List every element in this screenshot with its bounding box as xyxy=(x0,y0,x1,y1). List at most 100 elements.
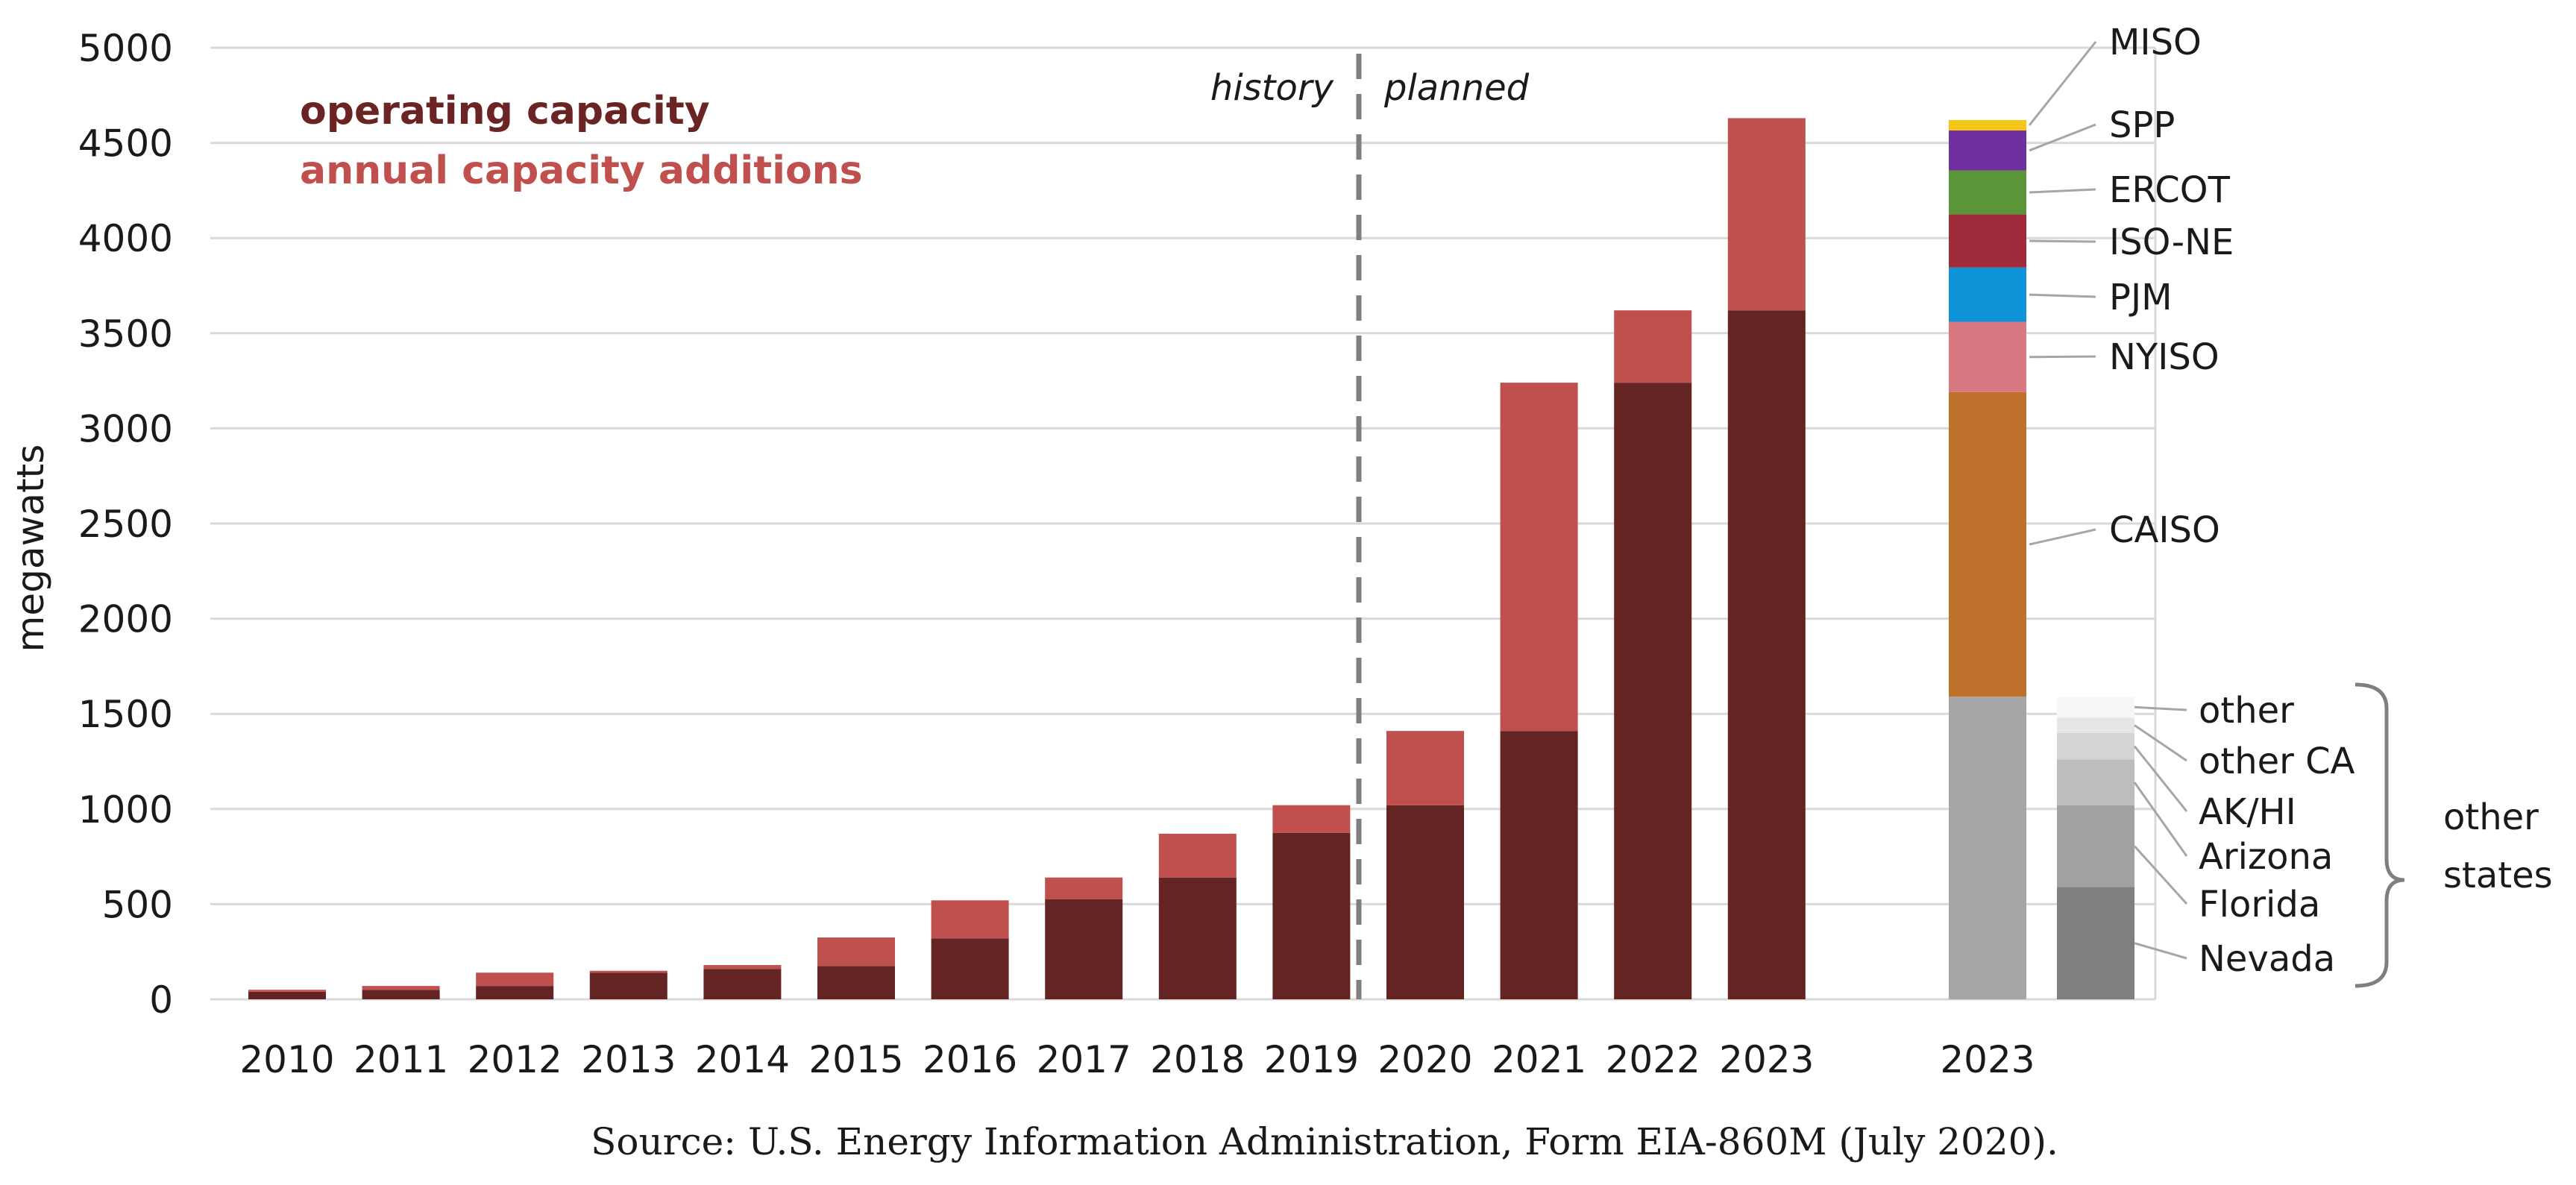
x-tick-2011: 2011 xyxy=(354,1038,448,1081)
legend-annual-capacity-additions: annual capacity additions xyxy=(300,148,863,193)
y-axis-ticks: 0 500 1000 1500 2000 2500 3000 3500 4000 4500 5000 xyxy=(78,27,173,1022)
other-states-segment-other-ca xyxy=(2057,717,2134,733)
other-states-segment-florida xyxy=(2057,805,2134,887)
bar-operating-2019 xyxy=(1272,832,1351,999)
y-tick-2500: 2500 xyxy=(78,503,173,546)
bar-operating-2021 xyxy=(1500,731,1578,999)
other-states-label-nevada: Nevada xyxy=(2199,938,2335,980)
breakdown-bar xyxy=(1949,119,2026,999)
y-tick-1500: 1500 xyxy=(78,693,173,736)
bars xyxy=(248,118,1806,999)
bar-operating-2017 xyxy=(1045,899,1123,999)
other-states-label-arizona: Arizona xyxy=(2199,836,2333,878)
other-states-group-label-line2: states xyxy=(2443,855,2553,896)
bar-operating-2013 xyxy=(589,972,667,999)
breakdown-segment-nyiso xyxy=(1949,321,2026,392)
y-tick-4000: 4000 xyxy=(78,217,173,260)
breakdown-segment-pjm xyxy=(1949,267,2026,322)
x-tick-2010: 2010 xyxy=(239,1038,334,1081)
leader-other-arizona xyxy=(2133,782,2188,857)
other-states-segment-ak-hi xyxy=(2057,732,2134,760)
source-note: Source: U.S. Energy Information Administ… xyxy=(591,1120,2058,1163)
bar-additions-2021 xyxy=(1500,383,1578,732)
x-axis-ticks: 2010 2011 2012 2013 2014 2015 2016 2017 2018 2019… xyxy=(239,1038,1814,1081)
bar-operating-2010 xyxy=(248,991,326,999)
other-states-segment-arizona xyxy=(2057,759,2134,805)
x-tick-2021: 2021 xyxy=(1492,1038,1586,1081)
history-label: history xyxy=(1210,67,1334,109)
x-tick-2014: 2014 xyxy=(695,1038,790,1081)
bar-operating-2016 xyxy=(931,938,1009,999)
bar-operating-2022 xyxy=(1614,383,1692,999)
other-states-segment-other xyxy=(2057,697,2134,718)
breakdown-label-iso-ne: ISO-NE xyxy=(2109,221,2234,263)
bar-operating-2015 xyxy=(817,966,895,999)
breakdown-labels: 2023 CAISO NYISO PJM ISO-NE ERCOT SPP MISO xyxy=(1940,22,2234,1081)
bar-additions-2018 xyxy=(1158,833,1237,878)
breakdown-label-miso: MISO xyxy=(2109,22,2202,63)
x-tick-2022: 2022 xyxy=(1606,1038,1700,1081)
bar-operating-2023 xyxy=(1727,310,1806,999)
bar-additions-2014 xyxy=(703,965,782,969)
breakdown-segment-other-states xyxy=(1949,697,2026,999)
x-tick-2023: 2023 xyxy=(1719,1038,1814,1081)
other-states-segment-nevada xyxy=(2057,887,2134,999)
leader-nyiso xyxy=(2029,355,2096,359)
leader-spp xyxy=(2029,123,2096,152)
bar-additions-2011 xyxy=(362,986,440,990)
x-tick-breakdown-2023: 2023 xyxy=(1940,1038,2035,1081)
y-axis-label: megawatts xyxy=(9,444,52,653)
x-tick-2018: 2018 xyxy=(1150,1038,1245,1081)
bar-additions-2023 xyxy=(1727,118,1806,311)
leader-other-ak-hi xyxy=(2133,745,2188,812)
bar-operating-2011 xyxy=(362,990,440,999)
bar-additions-2022 xyxy=(1614,310,1692,383)
y-tick-3000: 3000 xyxy=(78,407,173,450)
x-tick-2020: 2020 xyxy=(1377,1038,1472,1081)
y-tick-500: 500 xyxy=(102,883,173,926)
gridlines xyxy=(210,46,2157,1001)
other-states-label-other-ca: other CA xyxy=(2199,741,2355,782)
y-tick-4500: 4500 xyxy=(78,122,173,166)
other-states-bar xyxy=(2057,697,2134,999)
bar-additions-2012 xyxy=(476,972,554,987)
breakdown-label-caiso: CAISO xyxy=(2109,509,2220,551)
x-tick-2013: 2013 xyxy=(581,1038,676,1081)
bar-operating-2014 xyxy=(703,969,782,999)
x-tick-2019: 2019 xyxy=(1264,1038,1359,1081)
bar-additions-2015 xyxy=(817,937,895,966)
x-tick-2012: 2012 xyxy=(468,1038,562,1081)
other-states-brace xyxy=(2354,682,2405,988)
bar-additions-2019 xyxy=(1272,805,1351,833)
leader-miso xyxy=(2028,41,2097,126)
breakdown-segment-spp xyxy=(1949,131,2026,171)
leader-ercot xyxy=(2029,188,2096,194)
bar-additions-2010 xyxy=(248,990,326,992)
breakdown-segment-ercot xyxy=(1949,170,2026,215)
bar-operating-2018 xyxy=(1158,877,1237,999)
y-tick-2000: 2000 xyxy=(78,598,173,641)
leader-pjm xyxy=(2029,293,2096,298)
other-states-group-label-line1: other xyxy=(2443,796,2539,838)
leader-other-other xyxy=(2134,705,2187,711)
leader-iso-ne xyxy=(2029,239,2096,243)
breakdown-label-pjm: PJM xyxy=(2109,277,2173,318)
breakdown-segment-iso-ne xyxy=(1949,214,2026,268)
other-states-label-other: other xyxy=(2199,690,2294,732)
other-states-label-ak-hi: AK/HI xyxy=(2199,791,2296,833)
breakdown-segment-caiso xyxy=(1949,392,2026,697)
planned-label: planned xyxy=(1383,67,1530,109)
y-tick-0: 0 xyxy=(149,978,173,1022)
legend-operating-capacity: operating capacity xyxy=(300,89,710,133)
bar-additions-2017 xyxy=(1045,877,1123,900)
other-states-label-florida: Florida xyxy=(2199,884,2320,925)
breakdown-label-nyiso: NYISO xyxy=(2109,336,2220,378)
breakdown-segment-miso xyxy=(1949,119,2026,131)
bar-operating-2020 xyxy=(1386,805,1464,999)
y-tick-5000: 5000 xyxy=(78,27,173,70)
bar-additions-2013 xyxy=(589,970,667,973)
leader-other-nevada xyxy=(2134,942,2187,960)
